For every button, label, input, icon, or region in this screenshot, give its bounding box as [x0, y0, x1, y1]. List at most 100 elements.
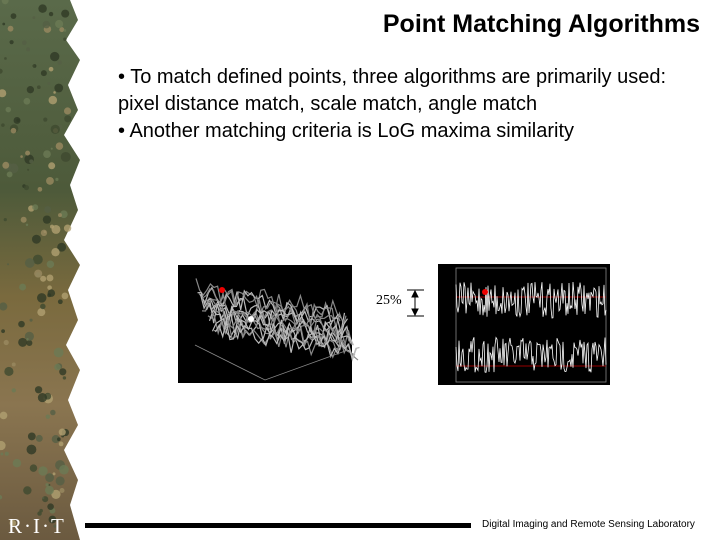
texture — [23, 184, 30, 191]
texture — [57, 437, 61, 442]
texture — [40, 303, 46, 310]
texture — [59, 368, 67, 376]
texture — [34, 386, 43, 394]
texture — [7, 25, 14, 32]
texture — [27, 432, 36, 441]
texture — [51, 247, 60, 257]
texture — [52, 472, 56, 476]
texture — [59, 488, 65, 493]
texture — [58, 428, 66, 436]
aerial-strip — [0, 0, 80, 540]
texture — [11, 362, 16, 367]
texture — [13, 116, 21, 124]
texture — [205, 300, 352, 346]
texture — [20, 155, 23, 158]
texture — [36, 293, 47, 303]
texture — [57, 60, 62, 65]
texture — [61, 292, 69, 300]
texture — [31, 234, 41, 244]
texture — [4, 366, 14, 377]
texture — [38, 466, 48, 476]
texture — [194, 344, 349, 381]
texture — [204, 298, 350, 342]
texture — [2, 161, 10, 169]
texture — [0, 411, 8, 420]
texture — [1, 329, 5, 334]
texture — [42, 496, 45, 500]
texture — [11, 388, 16, 393]
texture — [62, 376, 67, 380]
texture — [9, 519, 17, 527]
texture — [55, 476, 65, 486]
texture — [35, 434, 43, 442]
texture — [59, 464, 69, 475]
texture — [3, 218, 7, 222]
texture — [20, 216, 27, 223]
texture — [46, 260, 55, 269]
texture — [19, 283, 27, 291]
texture — [63, 37, 67, 41]
texture — [48, 162, 56, 170]
texture — [210, 312, 356, 356]
texture — [40, 229, 48, 237]
texture — [32, 64, 35, 68]
logo: R·I·T — [8, 514, 66, 538]
texture — [4, 57, 7, 60]
texture — [37, 308, 46, 317]
texture — [10, 127, 17, 134]
texture — [63, 107, 72, 115]
texture — [5, 106, 12, 113]
aerial-detail — [0, 0, 72, 528]
texture — [43, 117, 48, 122]
slide-title: Point Matching Algorithms — [382, 10, 700, 38]
texture — [6, 171, 13, 178]
texture — [42, 20, 51, 29]
texture — [45, 485, 54, 495]
texture — [47, 503, 54, 510]
texture — [54, 83, 64, 93]
texture — [1, 123, 5, 127]
texture — [482, 289, 488, 295]
texture — [0, 440, 6, 451]
texture — [58, 213, 62, 218]
texture — [455, 267, 607, 383]
texture — [48, 11, 54, 17]
texture — [48, 515, 57, 524]
bullet-list: • To match defined points, three algorit… — [118, 64, 698, 145]
texture — [23, 486, 32, 495]
texture — [2, 22, 6, 26]
texture — [4, 451, 9, 456]
texture — [45, 414, 51, 419]
texture — [48, 95, 58, 105]
texture — [32, 16, 36, 20]
texture — [26, 86, 35, 94]
texture — [0, 302, 8, 311]
texture — [3, 339, 9, 346]
texture — [10, 13, 17, 19]
profile-plot-detail — [455, 267, 607, 383]
texture — [34, 269, 43, 278]
texture — [207, 305, 353, 347]
texture — [40, 70, 47, 77]
texture — [24, 258, 35, 268]
texture — [9, 40, 14, 45]
bullet: • To match defined points, three algorit… — [118, 66, 667, 115]
texture — [43, 150, 51, 158]
bullet: • Another matching criteria is LoG maxim… — [118, 120, 575, 142]
texture — [26, 339, 33, 346]
texture — [53, 524, 57, 528]
texture — [40, 275, 47, 282]
texture — [26, 338, 29, 341]
texture — [37, 511, 42, 516]
texture — [0, 452, 4, 456]
texture — [7, 263, 10, 266]
texture — [63, 224, 72, 232]
texture — [46, 177, 54, 185]
texture — [50, 124, 60, 134]
texture — [60, 210, 68, 219]
texture — [36, 85, 41, 90]
texture — [37, 393, 47, 403]
texture — [12, 458, 22, 468]
footer-rule — [85, 523, 471, 528]
texture — [29, 464, 38, 472]
